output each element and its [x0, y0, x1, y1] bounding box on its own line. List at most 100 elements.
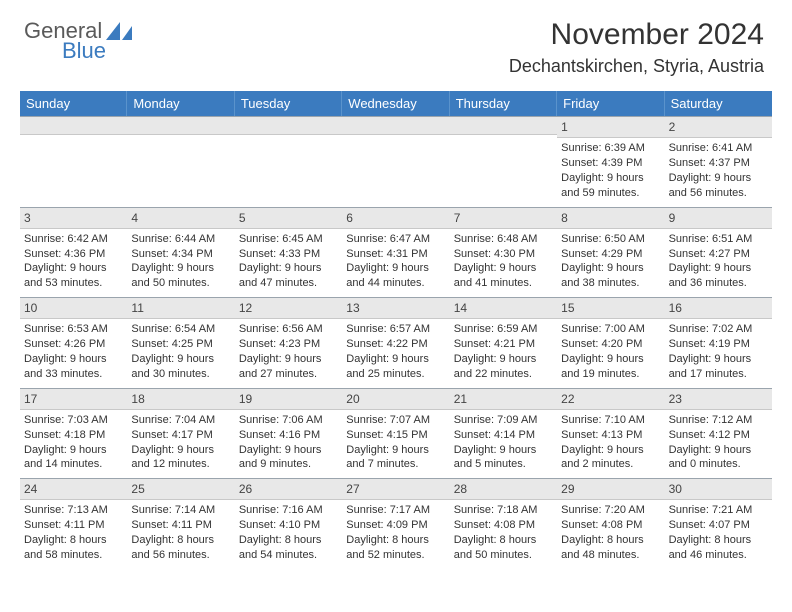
sunrise-text: Sunrise: 7:18 AM	[454, 503, 553, 518]
day-number: 21	[450, 389, 557, 410]
sunrise-text: Sunrise: 6:56 AM	[239, 322, 338, 337]
day-number: 1	[557, 117, 664, 138]
sunset-text: Sunset: 4:23 PM	[239, 337, 338, 352]
sunset-text: Sunset: 4:10 PM	[239, 518, 338, 533]
day-number: 12	[235, 298, 342, 319]
daylight-text: Daylight: 8 hours and 46 minutes.	[669, 533, 768, 563]
day-cell: 28Sunrise: 7:18 AMSunset: 4:08 PMDayligh…	[450, 479, 557, 569]
daylight-text: Daylight: 9 hours and 22 minutes.	[454, 352, 553, 382]
day-cell: 27Sunrise: 7:17 AMSunset: 4:09 PMDayligh…	[342, 479, 449, 569]
sunrise-text: Sunrise: 7:02 AM	[669, 322, 768, 337]
day-cell: 23 Sunrise: 7:12 AMSunset: 4:12 PMDayligh…	[665, 389, 772, 479]
day-cell: 7Sunrise: 6:48 AMSunset: 4:30 PMDaylight…	[450, 208, 557, 298]
day-number: 23	[665, 389, 772, 410]
daylight-text: Daylight: 9 hours and 2 minutes.	[561, 443, 660, 473]
day-cell: 14Sunrise: 6:59 AMSunset: 4:21 PMDayligh…	[450, 298, 557, 388]
day-number: 22	[557, 389, 664, 410]
sunrise-text: Sunrise: 7:09 AM	[454, 413, 553, 428]
day-cell: 2Sunrise: 6:41 AMSunset: 4:37 PMDaylight…	[665, 117, 772, 207]
day-number: 2	[665, 117, 772, 138]
week-row: 1Sunrise: 6:39 AMSunset: 4:39 PMDaylight…	[20, 116, 772, 207]
sunrise-text: Sunrise: 6:48 AM	[454, 232, 553, 247]
sunset-text: Sunset: 4:31 PM	[346, 247, 445, 262]
weekday-tue: Tuesday	[235, 91, 342, 116]
sunset-text: Sunset: 4:12 PM	[669, 428, 768, 443]
sunrise-text: Sunrise: 6:42 AM	[24, 232, 123, 247]
day-cell: 24Sunrise: 7:13 AMSunset: 4:11 PMDayligh…	[20, 479, 127, 569]
day-cell: 29Sunrise: 7:20 AMSunset: 4:08 PMDayligh…	[557, 479, 664, 569]
sunrise-text: Sunrise: 7:04 AM	[131, 413, 230, 428]
daylight-text: Daylight: 9 hours and 33 minutes.	[24, 352, 123, 382]
day-cell: 22Sunrise: 7:10 AMSunset: 4:13 PMDayligh…	[557, 389, 664, 479]
day-cell: 8Sunrise: 6:50 AMSunset: 4:29 PMDaylight…	[557, 208, 664, 298]
logo-text-sub: Blue	[62, 38, 106, 64]
sunset-text: Sunset: 4:20 PM	[561, 337, 660, 352]
sunset-text: Sunset: 4:11 PM	[131, 518, 230, 533]
sunset-text: Sunset: 4:16 PM	[239, 428, 338, 443]
sunset-text: Sunset: 4:11 PM	[24, 518, 123, 533]
day-number: 17	[20, 389, 127, 410]
week-row: 17Sunrise: 7:03 AMSunset: 4:18 PMDayligh…	[20, 388, 772, 479]
sunset-text: Sunset: 4:22 PM	[346, 337, 445, 352]
sunrise-text: Sunrise: 7:10 AM	[561, 413, 660, 428]
daylight-text: Daylight: 9 hours and 25 minutes.	[346, 352, 445, 382]
day-number: 10	[20, 298, 127, 319]
day-number	[127, 117, 234, 135]
daylight-text: Daylight: 9 hours and 44 minutes.	[346, 261, 445, 291]
day-number: 13	[342, 298, 449, 319]
day-number: 3	[20, 208, 127, 229]
day-number: 15	[557, 298, 664, 319]
day-cell: 9Sunrise: 6:51 AMSunset: 4:27 PMDaylight…	[665, 208, 772, 298]
day-cell: 25Sunrise: 7:14 AMSunset: 4:11 PMDayligh…	[127, 479, 234, 569]
day-cell: 3Sunrise: 6:42 AMSunset: 4:36 PMDaylight…	[20, 208, 127, 298]
day-cell	[342, 117, 449, 207]
daylight-text: Daylight: 8 hours and 48 minutes.	[561, 533, 660, 563]
weeks-container: 1Sunrise: 6:39 AMSunset: 4:39 PMDaylight…	[20, 116, 772, 569]
sunset-text: Sunset: 4:27 PM	[669, 247, 768, 262]
daylight-text: Daylight: 8 hours and 56 minutes.	[131, 533, 230, 563]
sunrise-text: Sunrise: 7:12 AM	[669, 413, 768, 428]
day-cell: 4Sunrise: 6:44 AMSunset: 4:34 PMDaylight…	[127, 208, 234, 298]
weekday-sun: Sunday	[20, 91, 127, 116]
day-cell	[450, 117, 557, 207]
sunset-text: Sunset: 4:26 PM	[24, 337, 123, 352]
daylight-text: Daylight: 9 hours and 59 minutes.	[561, 171, 660, 201]
day-number: 27	[342, 479, 449, 500]
sunset-text: Sunset: 4:33 PM	[239, 247, 338, 262]
day-number	[235, 117, 342, 135]
daylight-text: Daylight: 9 hours and 17 minutes.	[669, 352, 768, 382]
sunrise-text: Sunrise: 6:53 AM	[24, 322, 123, 337]
sunset-text: Sunset: 4:08 PM	[454, 518, 553, 533]
calendar: Sunday Monday Tuesday Wednesday Thursday…	[20, 91, 772, 569]
sunrise-text: Sunrise: 7:14 AM	[131, 503, 230, 518]
daylight-text: Daylight: 9 hours and 14 minutes.	[24, 443, 123, 473]
week-row: 10Sunrise: 6:53 AMSunset: 4:26 PMDayligh…	[20, 297, 772, 388]
daylight-text: Daylight: 9 hours and 0 minutes.	[669, 443, 768, 473]
day-number: 9	[665, 208, 772, 229]
sunset-text: Sunset: 4:36 PM	[24, 247, 123, 262]
sunset-text: Sunset: 4:17 PM	[131, 428, 230, 443]
day-number: 20	[342, 389, 449, 410]
daylight-text: Daylight: 8 hours and 52 minutes.	[346, 533, 445, 563]
sunrise-text: Sunrise: 7:03 AM	[24, 413, 123, 428]
sunset-text: Sunset: 4:14 PM	[454, 428, 553, 443]
sunrise-text: Sunrise: 6:50 AM	[561, 232, 660, 247]
day-number: 30	[665, 479, 772, 500]
day-cell: 21Sunrise: 7:09 AMSunset: 4:14 PMDayligh…	[450, 389, 557, 479]
weekday-mon: Monday	[127, 91, 234, 116]
sunset-text: Sunset: 4:30 PM	[454, 247, 553, 262]
day-cell: 5Sunrise: 6:45 AMSunset: 4:33 PMDaylight…	[235, 208, 342, 298]
logo-sail-icon	[106, 22, 132, 45]
location-subtitle: Dechantskirchen, Styria, Austria	[509, 56, 764, 77]
sunset-text: Sunset: 4:39 PM	[561, 156, 660, 171]
daylight-text: Daylight: 8 hours and 54 minutes.	[239, 533, 338, 563]
day-cell: 16Sunrise: 7:02 AMSunset: 4:19 PMDayligh…	[665, 298, 772, 388]
day-cell	[127, 117, 234, 207]
sunrise-text: Sunrise: 6:45 AM	[239, 232, 338, 247]
sunrise-text: Sunrise: 6:47 AM	[346, 232, 445, 247]
daylight-text: Daylight: 9 hours and 27 minutes.	[239, 352, 338, 382]
sunrise-text: Sunrise: 7:07 AM	[346, 413, 445, 428]
sunset-text: Sunset: 4:19 PM	[669, 337, 768, 352]
sunrise-text: Sunrise: 7:06 AM	[239, 413, 338, 428]
sunset-text: Sunset: 4:21 PM	[454, 337, 553, 352]
